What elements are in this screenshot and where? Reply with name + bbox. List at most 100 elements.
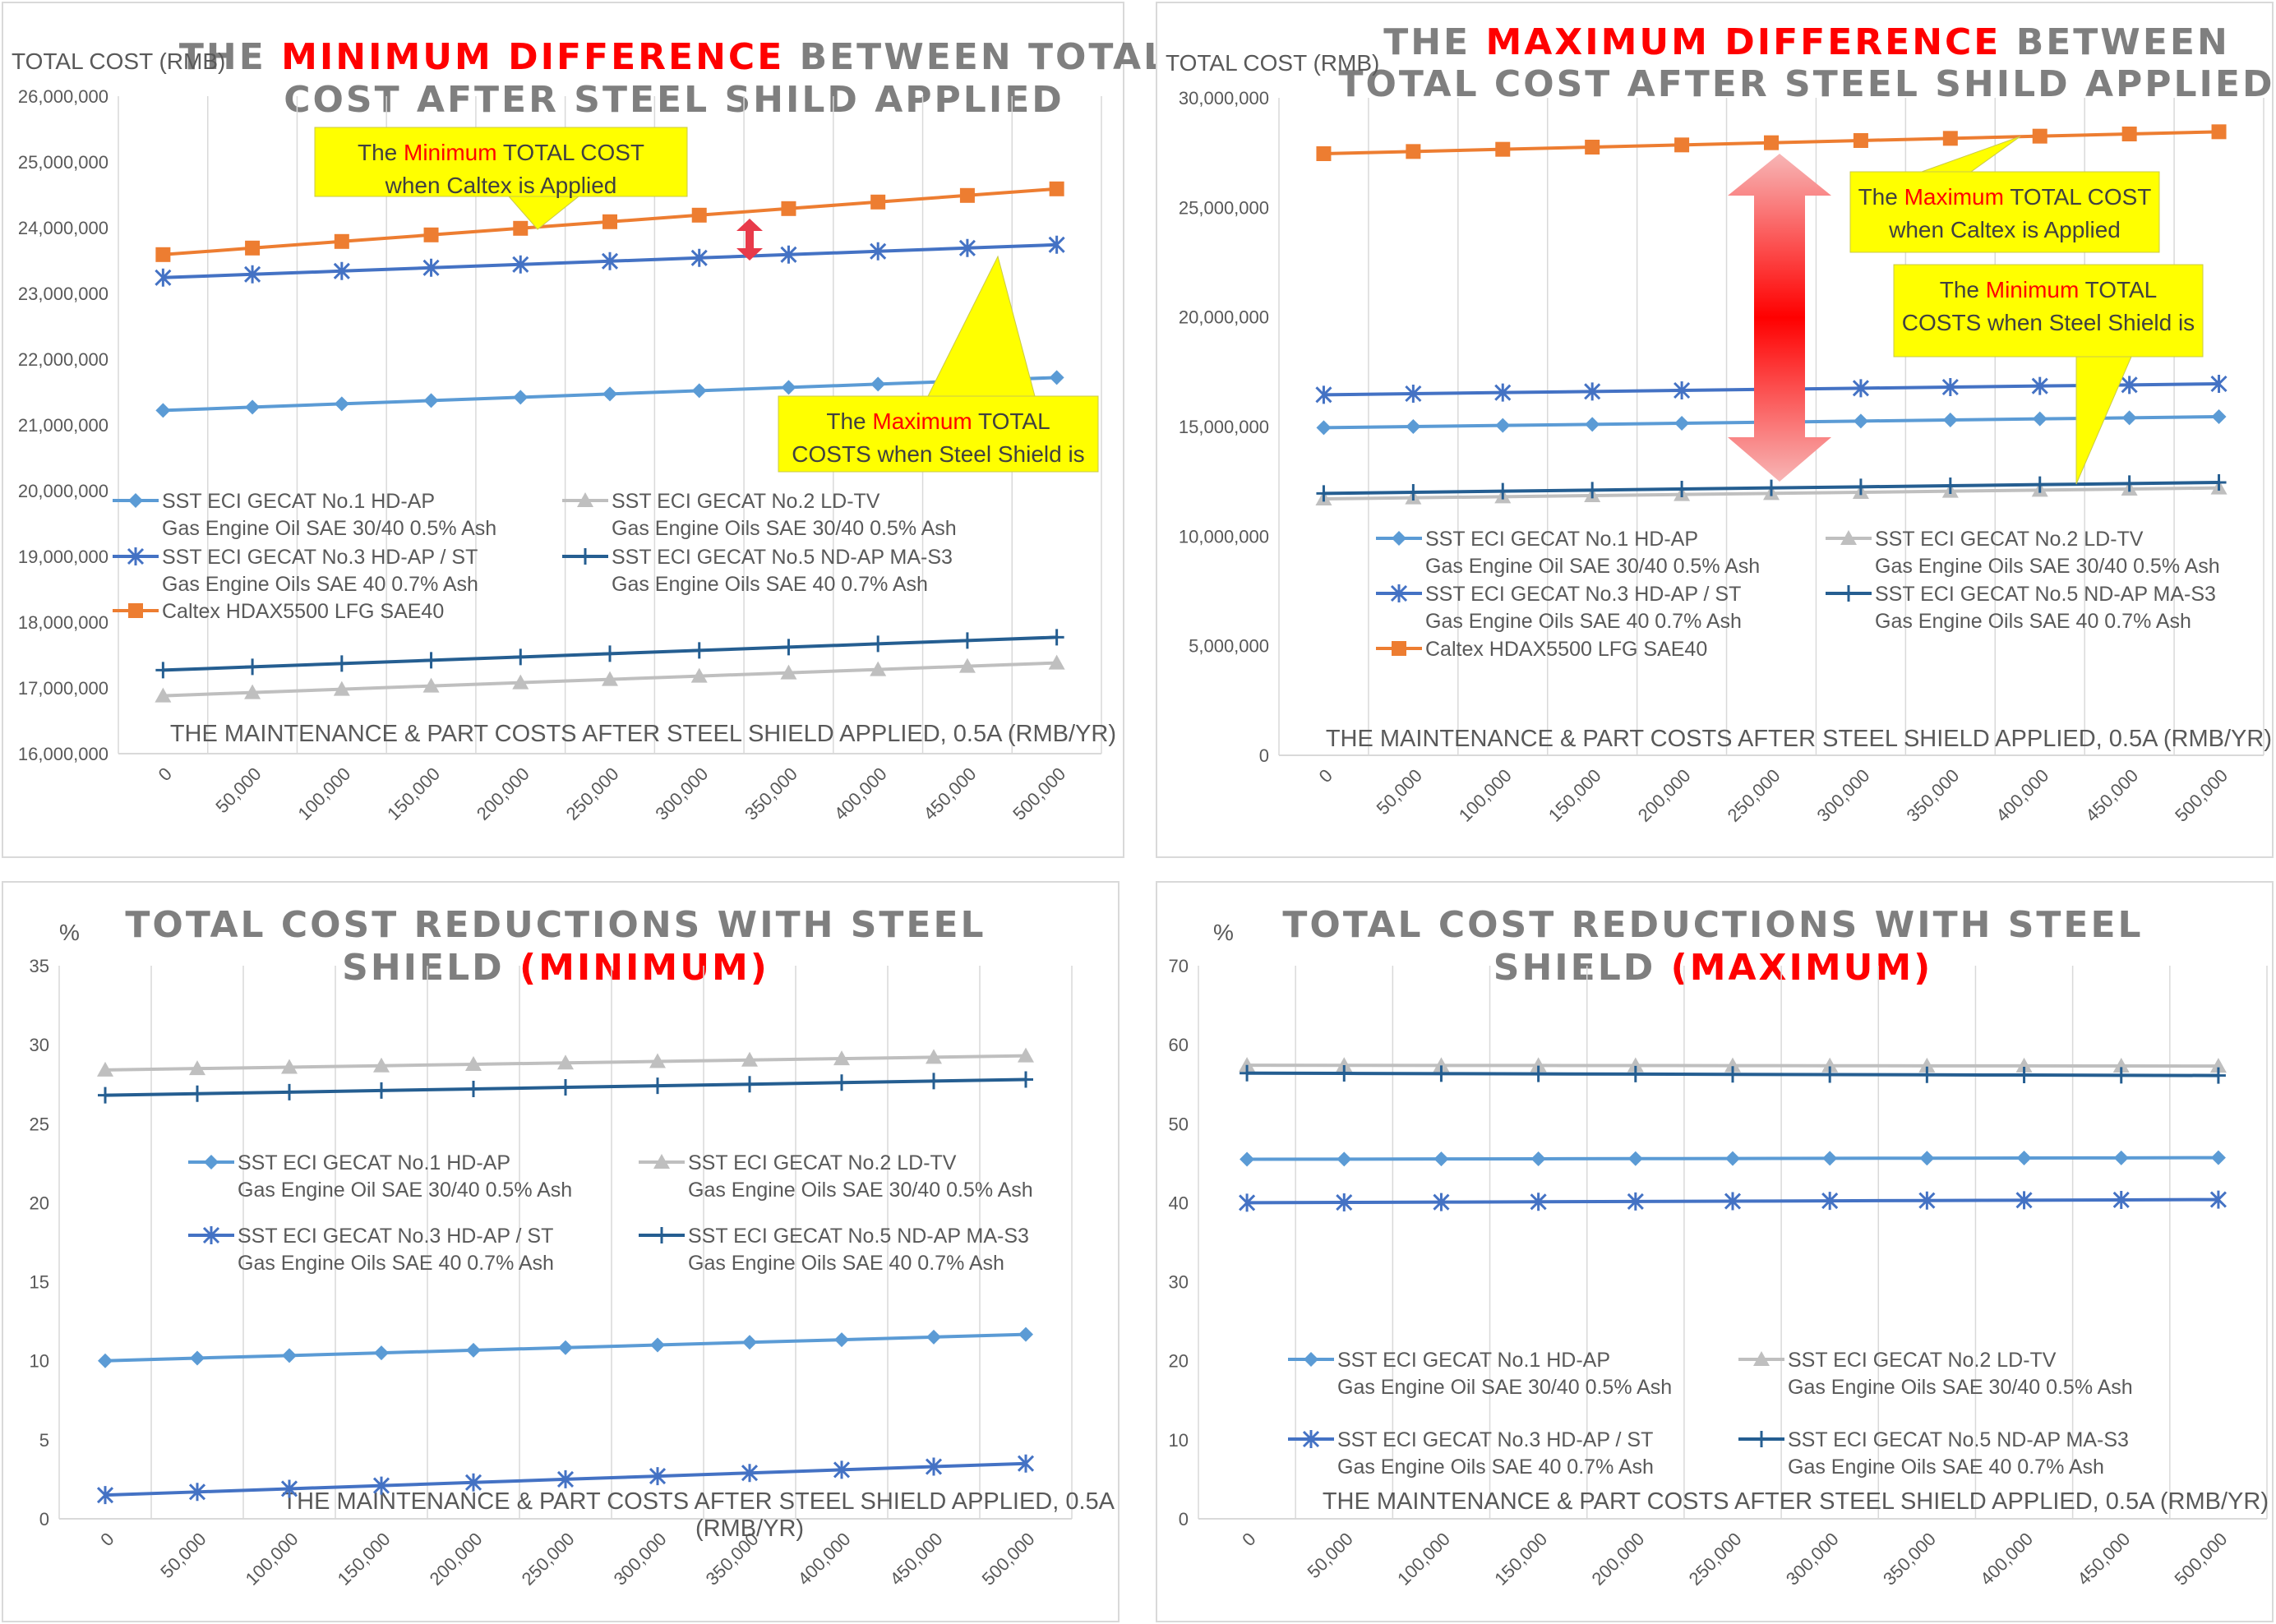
data-point-no5 xyxy=(1725,1066,1740,1083)
legend-marker-no3 xyxy=(202,1226,220,1244)
data-point-no5 xyxy=(1018,1071,1033,1088)
series-no5 xyxy=(155,629,1064,679)
data-point-no1 xyxy=(1942,413,1958,427)
callout-maximum-caltex: The Maximum TOTAL COST when Caltex is App… xyxy=(1849,136,2160,253)
data-point-no3 xyxy=(280,1479,298,1498)
callout-maximum-steel-shield-line1: The Maximum TOTAL xyxy=(826,408,1050,434)
x-tick-label: 500,000 xyxy=(978,1529,1039,1589)
x-tick-label: 450,000 xyxy=(2081,765,2142,826)
chart-panel-reduction-minimum: TOTAL COST REDUCTIONS WITH STEEL SHIELD (… xyxy=(2,881,1120,1622)
data-point-no2 xyxy=(1530,1057,1547,1073)
legend-label-no3-0: SST ECI GECAT No.3 HD-AP / ST xyxy=(162,546,478,569)
data-point-no1 xyxy=(374,1345,389,1361)
data-point-no2 xyxy=(2209,1058,2227,1073)
data-point-caltex xyxy=(1764,135,1779,150)
legend-label-no1-1: Gas Engine Oil SAE 30/40 0.5% Ash xyxy=(1425,555,1760,578)
data-point-no2 xyxy=(780,664,797,680)
data-point-no2 xyxy=(2015,1057,2033,1073)
y-tick-label: 10 xyxy=(30,1351,49,1372)
y-tick-label: 10,000,000 xyxy=(1179,526,1269,547)
series-caltex xyxy=(1316,124,2227,161)
chart-title-line2: SHIELD (MAXIMUM) xyxy=(1493,947,1932,989)
data-point-no3 xyxy=(333,261,350,280)
data-point-no2 xyxy=(870,661,887,676)
data-point-no2 xyxy=(1918,1057,1936,1073)
data-point-no3 xyxy=(2031,376,2048,395)
chart-title-line1-part-1: MINIMUM DIFFERENCE xyxy=(281,36,784,78)
data-point-no3 xyxy=(96,1486,114,1505)
callout-minimum-steel-shield-pointer xyxy=(2075,356,2132,485)
data-point-no5 xyxy=(742,1076,757,1093)
data-point-no3 xyxy=(512,255,529,274)
data-point-no3 xyxy=(464,1473,482,1492)
data-point-no5 xyxy=(1433,1065,1449,1082)
data-point-no2 xyxy=(649,1053,666,1068)
chart-title-line1-part-1: MAXIMUM DIFFERENCE xyxy=(1485,21,2001,63)
data-point-no5 xyxy=(155,662,171,679)
series-caltex xyxy=(155,181,1064,262)
data-point-no3 xyxy=(601,251,619,270)
data-point-no1 xyxy=(834,1332,849,1348)
legend-item-no2: SST ECI GECAT No.2 LD-TV Gas Engine Oils … xyxy=(639,1151,1033,1202)
chart-title-line2-part-1: (MINIMUM) xyxy=(519,947,769,989)
series-no2 xyxy=(155,654,1065,703)
data-point-no3 xyxy=(1239,1193,1256,1212)
data-point-no3 xyxy=(422,258,440,277)
data-point-no1 xyxy=(1406,419,1421,434)
series-no1 xyxy=(98,1326,1033,1368)
data-point-no3 xyxy=(1821,1192,1839,1211)
difference-arrow-small xyxy=(736,219,763,261)
data-point-no1 xyxy=(2032,411,2047,427)
data-point-caltex xyxy=(2121,127,2137,141)
data-point-no2 xyxy=(1627,1057,1644,1073)
data-point-no1 xyxy=(98,1353,113,1368)
x-tick-label: 250,000 xyxy=(1724,765,1784,826)
legend-label-no5-0: SST ECI GECAT No.5 ND-AP MA-S3 xyxy=(688,1225,1029,1248)
series-no3 xyxy=(155,235,1065,287)
x-tick-label: 0 xyxy=(155,764,176,785)
y-tick-label: 35 xyxy=(30,956,49,976)
legend-label-caltex-0: Caltex HDAX5500 LFG SAE40 xyxy=(162,600,444,623)
data-point-no2 xyxy=(1433,1057,1450,1073)
data-point-no2 xyxy=(602,671,618,686)
y-axis-unit-label: % xyxy=(59,920,80,945)
legend-item-no2: SST ECI GECAT No.2 LD-TV Gas Engine Oils … xyxy=(562,490,957,540)
y-tick-label: 20 xyxy=(1169,1351,1189,1372)
chart-title-line1: THE MAXIMUM DIFFERENCE BETWEEN xyxy=(1383,21,2230,63)
data-point-no2 xyxy=(97,1061,113,1077)
difference-arrow-shape xyxy=(736,219,763,261)
data-point-no5 xyxy=(834,1074,849,1091)
data-point-no5 xyxy=(2210,1067,2226,1084)
data-point-caltex xyxy=(1316,146,1332,161)
legend-label-no5-1: Gas Engine Oils SAE 40 0.7% Ash xyxy=(1788,1456,2104,1479)
callout-minimum-caltex-line1: The Minimum TOTAL COST xyxy=(358,140,644,165)
x-tick-label: 350,000 xyxy=(741,764,801,824)
y-tick-label: 21,000,000 xyxy=(18,415,108,436)
data-point-no3 xyxy=(649,1467,667,1486)
data-point-no1 xyxy=(155,403,171,418)
data-point-no5 xyxy=(2211,474,2227,491)
x-tick-label: 0 xyxy=(96,1529,118,1550)
legend-label-no3-0: SST ECI GECAT No.3 HD-AP / ST xyxy=(238,1225,553,1248)
chart-minimum-difference: THE MINIMUM DIFFERENCE BETWEEN TOTALCOST… xyxy=(12,36,1166,824)
data-point-no3 xyxy=(1405,385,1422,403)
data-point-no3 xyxy=(1584,382,1601,401)
data-point-no5 xyxy=(2113,1067,2129,1084)
legend-label-no5-1: Gas Engine Oils SAE 40 0.7% Ash xyxy=(612,573,928,596)
x-tick-label: 200,000 xyxy=(1587,1529,1648,1589)
legend-marker-no2 xyxy=(1753,1351,1770,1366)
legend-item-no5: SST ECI GECAT No.5 ND-AP MA-S3 Gas Engine… xyxy=(639,1225,1029,1275)
data-point-no1 xyxy=(1585,417,1600,432)
data-point-no5 xyxy=(1674,481,1690,497)
legend-label-no1-0: SST ECI GECAT No.1 HD-AP xyxy=(238,1151,510,1174)
legend-label-no3-0: SST ECI GECAT No.3 HD-AP / ST xyxy=(1337,1428,1653,1451)
y-tick-label: 30 xyxy=(1169,1272,1189,1293)
y-tick-label: 19,000,000 xyxy=(18,547,108,567)
data-point-no1 xyxy=(1853,413,1868,429)
y-tick-label: 30,000,000 xyxy=(1179,88,1269,108)
legend-item-no3: SST ECI GECAT No.3 HD-AP / ST Gas Engine … xyxy=(1288,1428,1654,1479)
legend-label-no1-0: SST ECI GECAT No.1 HD-AP xyxy=(162,490,435,513)
data-point-no3 xyxy=(925,1457,943,1476)
y-tick-label: 20,000,000 xyxy=(18,481,108,501)
callout-maximum-steel-shield-pointer xyxy=(927,255,1036,397)
